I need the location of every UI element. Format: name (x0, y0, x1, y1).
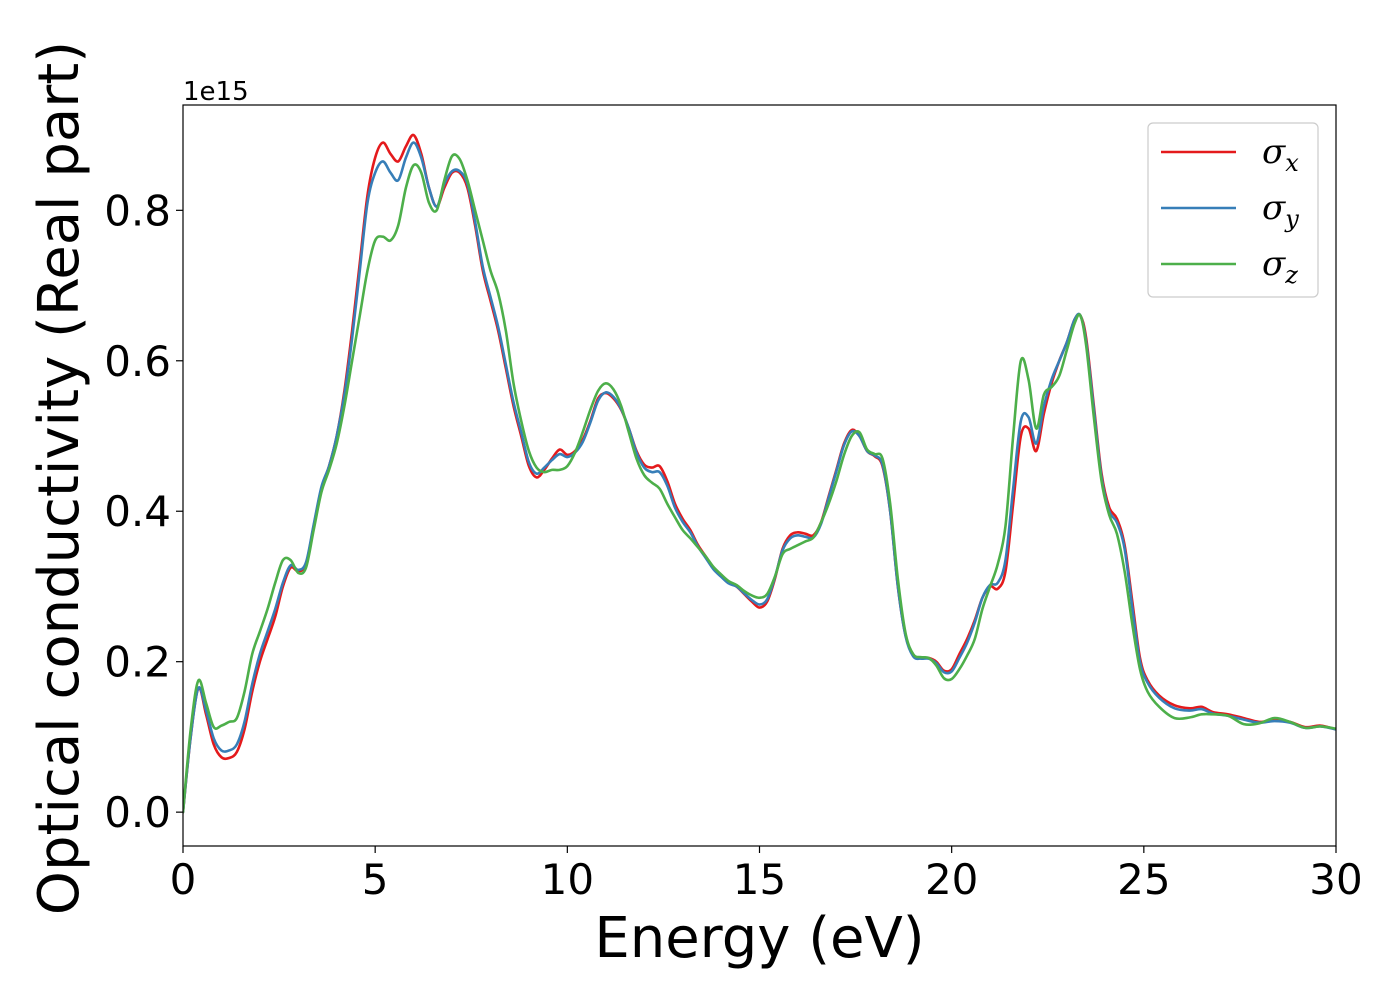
legend-box (1147, 122, 1319, 298)
x-tick-label: 25 (1117, 855, 1170, 904)
y-tick-label: 0.0 (104, 788, 171, 837)
x-tick-label: 5 (362, 855, 389, 904)
legend-label-z: σz (1262, 244, 1298, 289)
x-tick-label: 15 (733, 855, 786, 904)
y-axis-offset-label: 1e15 (183, 77, 249, 107)
x-tick-label: 10 (541, 855, 594, 904)
x-axis-ticks: 0 5 10 15 20 25 30 (170, 846, 1363, 904)
y-tick-label: 0.8 (104, 186, 171, 235)
legend-label-y: σy (1262, 188, 1299, 233)
series-line-y (183, 141, 1336, 814)
legend-label-x: σx (1262, 132, 1299, 177)
series-line-z (183, 153, 1336, 814)
y-axis-label: Optical conductivity (Real part) (27, 41, 92, 915)
x-axis-label: Energy (eV) (594, 906, 924, 971)
x-tick-label: 20 (925, 855, 978, 904)
y-tick-label: 0.2 (104, 638, 171, 687)
y-axis-ticks: 0.0 0.2 0.4 0.6 0.8 (104, 186, 183, 837)
legend: σx σy σz (1147, 122, 1319, 298)
series-layer (183, 133, 1336, 814)
x-tick-label: 0 (170, 855, 197, 904)
y-tick-label: 0.6 (104, 337, 171, 386)
y-tick-label: 0.4 (104, 487, 171, 536)
x-tick-label: 30 (1309, 855, 1362, 904)
